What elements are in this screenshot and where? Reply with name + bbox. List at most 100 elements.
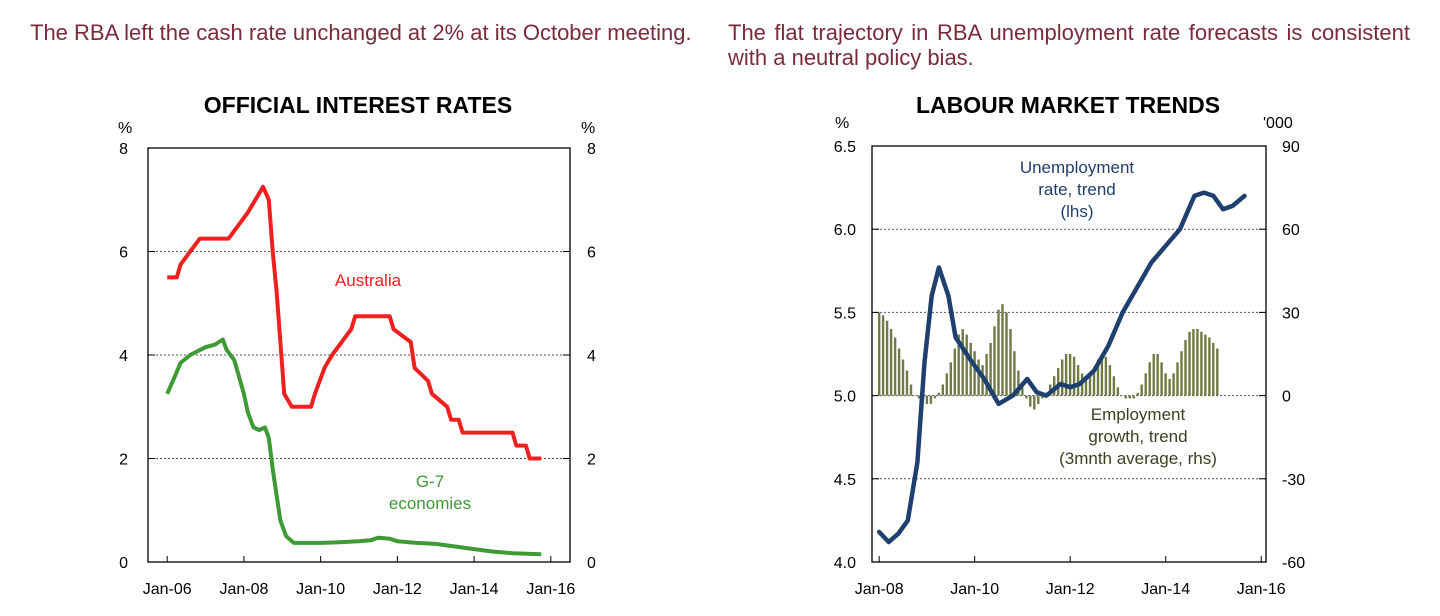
y-tick-label-left: 4.5 [834,472,856,489]
x-tick-label: Jan-08 [219,581,268,598]
employment-bar [1152,354,1155,396]
series-label-employment: growth, trend [1088,427,1187,446]
employment-bar [913,395,917,397]
series-label-g7: G-7 [416,472,444,491]
employment-bar [1176,362,1179,396]
employment-bar [1017,370,1020,396]
employment-bar [1068,354,1072,396]
y-tick-label-right: 2 [587,452,596,469]
employment-bar [1037,395,1040,404]
plot-frame [871,145,1267,563]
employment-bar [1136,392,1139,396]
employment-bar [965,334,968,396]
series-line-unemployment [876,190,1247,545]
employment-bar [961,329,964,396]
interest-rates-chart: OFFICIAL INTEREST RATES% % 0 0 2 2 4 4 6 6 8 8 Jan-0… [118,92,596,598]
series-line-australia [167,184,542,461]
employment-bar [1100,354,1104,396]
x-tick-label: Jan-14 [1141,581,1190,598]
x-tick-label: Jan-06 [143,581,192,598]
employment-bar [1156,354,1159,396]
employment-bar [933,395,937,399]
employment-bar [937,392,940,396]
series-label-unemployment: rate, trend [1038,180,1116,199]
employment-bar [1104,356,1108,396]
x-tick-label: Jan-08 [855,581,904,598]
employment-bar [1005,312,1008,396]
x-tick-label: Jan-16 [526,581,575,598]
employment-bar [1033,395,1036,410]
employment-bar [1108,365,1112,396]
y-tick-label-left: 6.5 [834,139,856,156]
employment-bar [1128,395,1131,399]
employment-bar [977,359,980,396]
y-tick-label-right: 30 [1282,305,1300,322]
y-tick-label-left: 0 [119,555,128,572]
employment-bar [993,326,996,396]
y-tick-label-left: 4.0 [834,555,856,572]
employment-bar [1132,395,1135,399]
employment-bar [1029,395,1032,407]
x-tick-label: Jan-14 [450,581,499,598]
employment-bar [1208,337,1211,396]
employment-bar [1053,376,1056,396]
employment-bar [1088,373,1092,396]
employment-bar [1001,304,1004,396]
employment-bar [1025,395,1028,399]
y-tick-label-left: 8 [119,141,128,158]
x-tick-label: Jan-10 [296,581,345,598]
employment-bar [1076,365,1080,396]
employment-bar [1092,367,1096,396]
y-tick-label-left: 2 [119,452,128,469]
employment-bar [1041,395,1044,399]
employment-bar [1072,356,1076,396]
caption-left: The RBA left the cash rate unchanged at … [30,20,692,45]
employment-bar [1021,387,1024,396]
employment-bar [1009,329,1012,396]
y-tick-label-left: 6.0 [834,222,856,239]
chart-title: LABOUR MARKET TRENDS [916,92,1220,118]
series-label-unemployment: Unemployment [1020,158,1135,177]
employment-bar [1168,379,1171,396]
employment-bar [941,384,944,396]
y-axis-unit-right: '000 [1263,115,1293,132]
employment-bar [957,334,960,396]
employment-bar [925,395,929,404]
caption-right: The flat trajectory in RBA unemployment … [728,20,1410,70]
y-tick-label-right: 4 [587,348,596,365]
employment-bar [1120,395,1123,397]
y-tick-label-right: 6 [587,245,596,262]
series-line-g7 [165,337,542,557]
y-tick-label-left: 6 [119,245,128,262]
employment-bar [1013,351,1016,396]
employment-bar [1064,354,1068,396]
y-tick-label-right: -60 [1282,555,1305,572]
employment-bar [949,362,952,396]
employment-bar [945,373,948,396]
x-tick-label: Jan-12 [373,581,422,598]
employment-bar [989,342,992,396]
x-tick-label: Jan-16 [1237,581,1286,598]
employment-bar [893,337,897,396]
employment-bar [889,329,893,396]
labour-market-chart: LABOUR MARKET TRENDS% '000 4.0 -60 4.5 -30 5.0… [834,92,1305,598]
employment-bar [881,315,885,396]
plot-frame [147,147,571,563]
x-tick-label: Jan-12 [1046,581,1095,598]
employment-bar [1160,362,1163,396]
employment-bar [905,370,909,396]
employment-bar [1192,329,1195,396]
employment-bar [1144,373,1147,396]
employment-bar [917,395,921,399]
y-tick-label-right: 60 [1282,222,1300,239]
y-axis-unit-left: % [118,120,132,137]
y-tick-label-right: 90 [1282,139,1300,156]
employment-bar [1184,340,1187,396]
employment-bar [885,320,889,396]
employment-bar [901,359,905,396]
employment-bar [1116,387,1120,396]
y-axis-unit-left: % [835,115,849,132]
employment-bar [969,342,972,396]
employment-bar [1164,373,1167,396]
series-label-g7: economies [389,494,471,513]
